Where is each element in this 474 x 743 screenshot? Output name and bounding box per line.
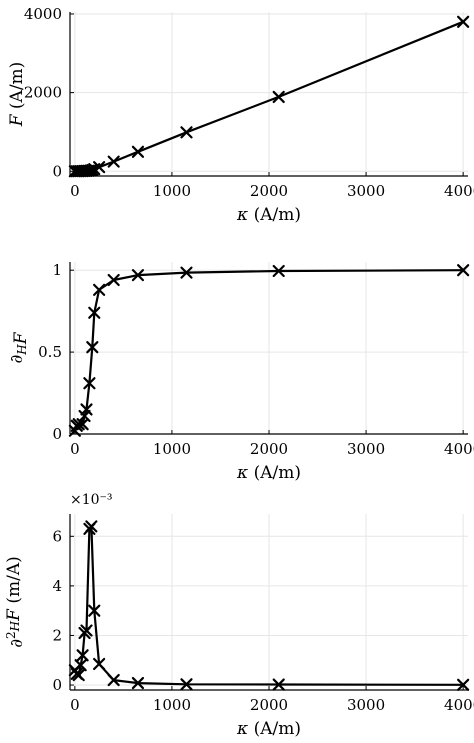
data-point-marker (272, 264, 285, 278)
x-tick-label: 0 (70, 696, 80, 714)
data-point-marker (85, 520, 98, 533)
data-point-marker (72, 418, 85, 431)
y-tick-label: 0 (52, 162, 62, 180)
x-axis-label: κ (A/m) (236, 205, 301, 225)
x-tick-label: 0 (70, 440, 80, 458)
y-tick-label: 0 (52, 425, 62, 443)
x-tick-label: 4000 (444, 182, 474, 200)
data-point-marker (131, 269, 145, 282)
chart-panel-1: 0 1000 2000 3000 4000 0 2000 4000 κ (A/m) F (A/m) (7, 5, 474, 225)
data-point-marker (83, 377, 96, 390)
data-point-marker (88, 306, 101, 319)
data-point-marker (180, 266, 193, 279)
data-point-marker (272, 90, 285, 104)
data-point-marker (180, 126, 193, 139)
y-axis-label: F (A/m) (7, 62, 27, 128)
data-point-marker (107, 673, 120, 687)
y-tick-label: 0 (52, 676, 62, 694)
y-exponent-label: ×10⁻³ (70, 492, 113, 508)
y-tick-label: 6 (52, 527, 62, 545)
chart-panel-3: 0 1000 2000 3000 4000 0 2 4 6 ×10⁻³ κ (A/m) ∂2HF (m… (4, 492, 474, 739)
y-tick-label: 1 (52, 261, 62, 279)
data-point-marker (93, 283, 106, 296)
x-tick-label: 1000 (153, 696, 191, 714)
y-tick-label: 0.5 (38, 343, 62, 361)
x-tick-label: 2000 (250, 440, 288, 458)
data-point-marker (180, 678, 193, 691)
data-point-marker (78, 409, 91, 423)
data-point-marker (272, 678, 285, 691)
y-axis-label: ∂HF (7, 331, 31, 363)
x-tick-label: 1000 (153, 440, 191, 458)
data-point-marker (88, 604, 101, 617)
data-point-marker (131, 676, 145, 690)
x-tick-label: 3000 (347, 440, 385, 458)
data-point-marker (107, 273, 120, 287)
data-point-marker (107, 155, 120, 168)
y-tick-label: 4000 (24, 5, 62, 23)
y-axis-label: ∂2HF (m/A) (4, 556, 27, 648)
x-axis-label: κ (A/m) (236, 719, 301, 739)
y-tick-label: 2 (52, 626, 62, 644)
y-tick-label: 2000 (24, 84, 62, 102)
x-tick-label: 2000 (250, 696, 288, 714)
data-point-marker (80, 624, 93, 637)
data-point-marker (457, 264, 470, 277)
data-point-marker (74, 659, 87, 672)
data-point-marker (86, 341, 99, 354)
x-tick-label: 2000 (250, 182, 288, 200)
chart-panel-2: 0 1000 2000 3000 4000 0 0.5 1 κ (A/m) ∂HF (7, 261, 474, 483)
data-point-marker (80, 403, 93, 416)
y-tick-label: 4 (52, 577, 62, 595)
x-tick-label: 3000 (347, 182, 385, 200)
x-tick-label: 4000 (444, 440, 474, 458)
data-point-marker (131, 145, 145, 158)
data-point-marker (457, 15, 470, 28)
data-point-marker (93, 161, 106, 174)
data-point-marker (457, 678, 470, 691)
x-axis-label: κ (A/m) (236, 463, 301, 483)
data-point-marker (72, 669, 85, 682)
data-point-marker (76, 649, 89, 662)
x-tick-label: 4000 (444, 696, 474, 714)
x-tick-label: 1000 (153, 182, 191, 200)
x-tick-label: 3000 (347, 696, 385, 714)
data-point-marker (93, 657, 106, 671)
x-tick-label: 0 (70, 182, 80, 200)
